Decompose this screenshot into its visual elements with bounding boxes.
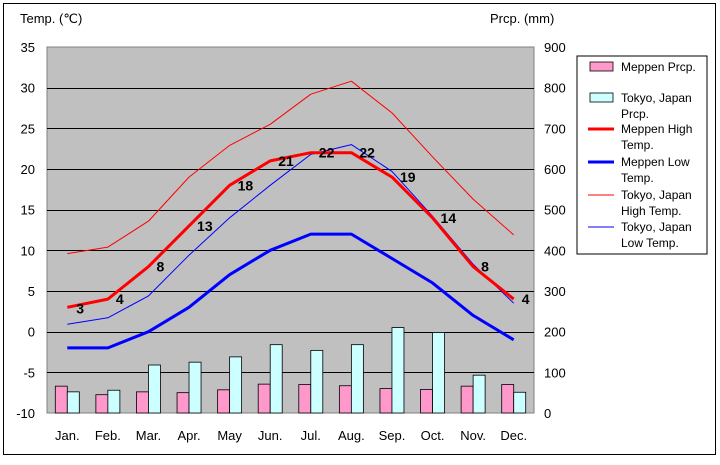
legend-label: Meppen High [621, 122, 692, 136]
meppen-prcp-bar [420, 389, 433, 414]
legend-label: Prcp. [621, 107, 649, 121]
high-temp-data-label: 13 [197, 218, 213, 234]
high-temp-data-label: 19 [400, 169, 416, 185]
high-temp-data-label: 8 [481, 259, 489, 275]
x-tick-label: Aug. [338, 428, 365, 443]
x-tick-label: Jun. [258, 428, 283, 443]
high-temp-data-label: 4 [522, 291, 530, 307]
x-tick-label: Nov. [460, 428, 486, 443]
y-right-tick-label: 800 [544, 81, 566, 96]
y-right-tick-label: 100 [544, 365, 566, 380]
meppen-high-temp-line [67, 151, 515, 309]
legend-label: Meppen Low [621, 155, 690, 169]
legend-label: Tokyo, Japan [621, 220, 692, 234]
tokyo-prcp-bar [66, 391, 80, 414]
y-left-tick-label: 25 [21, 121, 35, 136]
legend-key-tokyo-prcp [589, 92, 614, 103]
y-right-tick-label: 900 [544, 40, 566, 55]
y-right-tick-label: 300 [544, 284, 566, 299]
tokyo-prcp-bar [269, 344, 283, 414]
meppen-prcp-bar [54, 385, 68, 414]
legend-label: Low Temp. [621, 236, 679, 250]
meppen-prcp-bar [136, 391, 149, 414]
y-left-tick-label: 10 [21, 243, 35, 258]
meppen-prcp-bar [298, 384, 312, 414]
high-temp-data-label: 8 [156, 259, 164, 275]
line-layer [67, 80, 515, 350]
high-temp-data-label: 22 [319, 145, 335, 161]
x-tick-label: Oct. [421, 428, 445, 443]
legend-label: Tokyo, Japan [621, 188, 692, 202]
bar-layer [54, 327, 527, 414]
meppen-prcp-bar [217, 389, 231, 414]
y-right-tick-label: 400 [544, 243, 566, 258]
y-left-tick-label: -10 [16, 406, 35, 421]
x-tick-label: Jan. [55, 428, 80, 443]
y-left-tick-label: 35 [21, 40, 35, 55]
meppen-prcp-bar [338, 385, 352, 414]
tokyo-prcp-bar [513, 391, 527, 414]
axis-layer: 35302520151050-5-10900800700600500400300… [16, 40, 566, 443]
high-temp-data-label: 18 [238, 177, 254, 193]
meppen-prcp-bar [95, 394, 109, 414]
tokyo-high-temp-line [67, 80, 515, 255]
plot-area [46, 46, 535, 414]
tokyo-prcp-bar [432, 332, 445, 414]
x-tick-label: Sep. [379, 428, 406, 443]
x-tick-label: Jul. [301, 428, 321, 443]
y-left-tick-label: 20 [21, 162, 35, 177]
y-right-tick-label: 0 [544, 406, 551, 421]
x-tick-label: Feb. [95, 428, 121, 443]
tokyo-prcp-bar [107, 389, 121, 414]
legend-box [576, 55, 708, 255]
y-right-tick-label: 200 [544, 325, 566, 340]
y-right-axis-title: Prcp. (mm) [490, 11, 554, 26]
tokyo-prcp-bar [148, 364, 161, 414]
x-tick-label: Dec. [500, 428, 527, 443]
meppen-prcp-bar [501, 384, 515, 414]
y-right-tick-label: 500 [544, 203, 566, 218]
y-left-tick-label: 0 [28, 325, 35, 340]
x-tick-label: May [217, 428, 242, 443]
x-tick-label: Mar. [136, 428, 161, 443]
high-temp-data-label: 21 [278, 153, 294, 169]
tokyo-prcp-bar [229, 356, 243, 414]
tokyo-prcp-bar [391, 327, 405, 414]
meppen-prcp-bar [460, 385, 474, 414]
y-left-tick-label: 30 [21, 81, 35, 96]
legend-label: Temp. [621, 171, 654, 185]
legend: Meppen Prcp. Tokyo, Japan Prcp.Meppen High… [576, 55, 708, 255]
data-label-layer: 3 4 8 13 18 21 22 22 19 14 8 4 [76, 145, 529, 317]
chart-border [3, 3, 716, 455]
y-left-tick-label: 15 [21, 203, 35, 218]
legend-label: Meppen Prcp. [621, 60, 696, 74]
x-tick-label: Apr. [177, 428, 200, 443]
meppen-prcp-bar [379, 388, 393, 414]
high-temp-data-label: 14 [441, 210, 457, 226]
legend-label: High Temp. [621, 204, 681, 218]
high-temp-data-label: 22 [359, 145, 375, 161]
legend-label: Tokyo, Japan [621, 91, 692, 105]
y-left-axis-title: Temp. (℃) [20, 11, 82, 26]
legend-key-meppen-prcp [589, 61, 614, 72]
tokyo-prcp-bar [188, 361, 202, 414]
y-left-tick-label: -5 [23, 365, 35, 380]
legend-label: Temp. [621, 138, 654, 152]
meppen-prcp-bar [257, 383, 271, 414]
grid-lines [47, 88, 534, 373]
y-right-tick-label: 600 [544, 162, 566, 177]
high-temp-data-label: 3 [76, 300, 84, 316]
tokyo-prcp-bar [472, 374, 486, 414]
meppen-prcp-bar [176, 392, 190, 414]
tokyo-prcp-bar [310, 349, 324, 414]
meppen-low-temp-line [67, 232, 515, 350]
y-right-tick-label: 700 [544, 121, 566, 136]
y-left-tick-label: 5 [28, 284, 35, 299]
high-temp-data-label: 4 [116, 291, 124, 307]
tokyo-prcp-bar [350, 344, 364, 414]
